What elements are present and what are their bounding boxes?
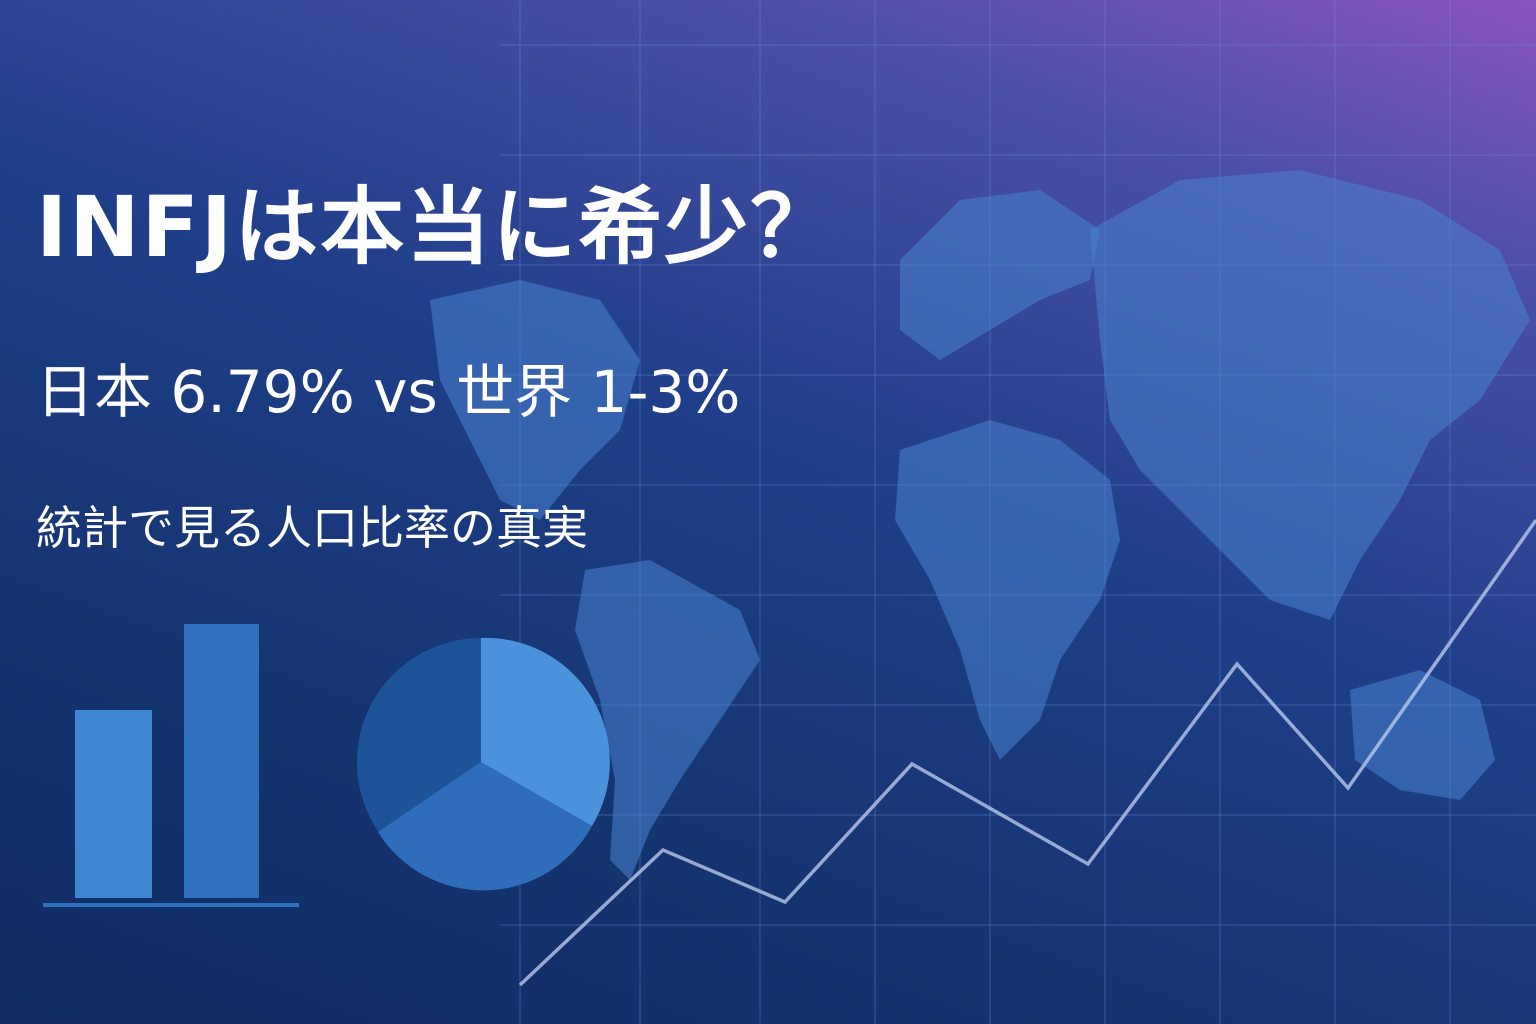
pie-slice-bottom bbox=[378, 762, 592, 891]
bar-tall bbox=[184, 624, 259, 898]
map-australia bbox=[1350, 670, 1495, 800]
page-title: INFJは本当に希少？ bbox=[36, 178, 837, 276]
world-map bbox=[430, 170, 1530, 880]
map-south-america bbox=[575, 560, 760, 880]
bar-baseline bbox=[43, 903, 299, 907]
pie-slice-right bbox=[481, 637, 610, 826]
bar-short bbox=[75, 710, 152, 898]
map-north-america bbox=[430, 280, 640, 520]
map-asia bbox=[1090, 170, 1530, 620]
map-europe bbox=[900, 190, 1100, 360]
pie-chart-icon bbox=[357, 637, 610, 891]
tagline: 統計で見る人口比率の真実 bbox=[36, 501, 588, 555]
comparison-subtitle: 日本 6.79% vs 世界 1-3% bbox=[36, 358, 741, 426]
bar-chart-icon bbox=[43, 624, 299, 907]
map-africa bbox=[895, 420, 1120, 760]
line-chart-icon bbox=[518, 518, 1536, 987]
